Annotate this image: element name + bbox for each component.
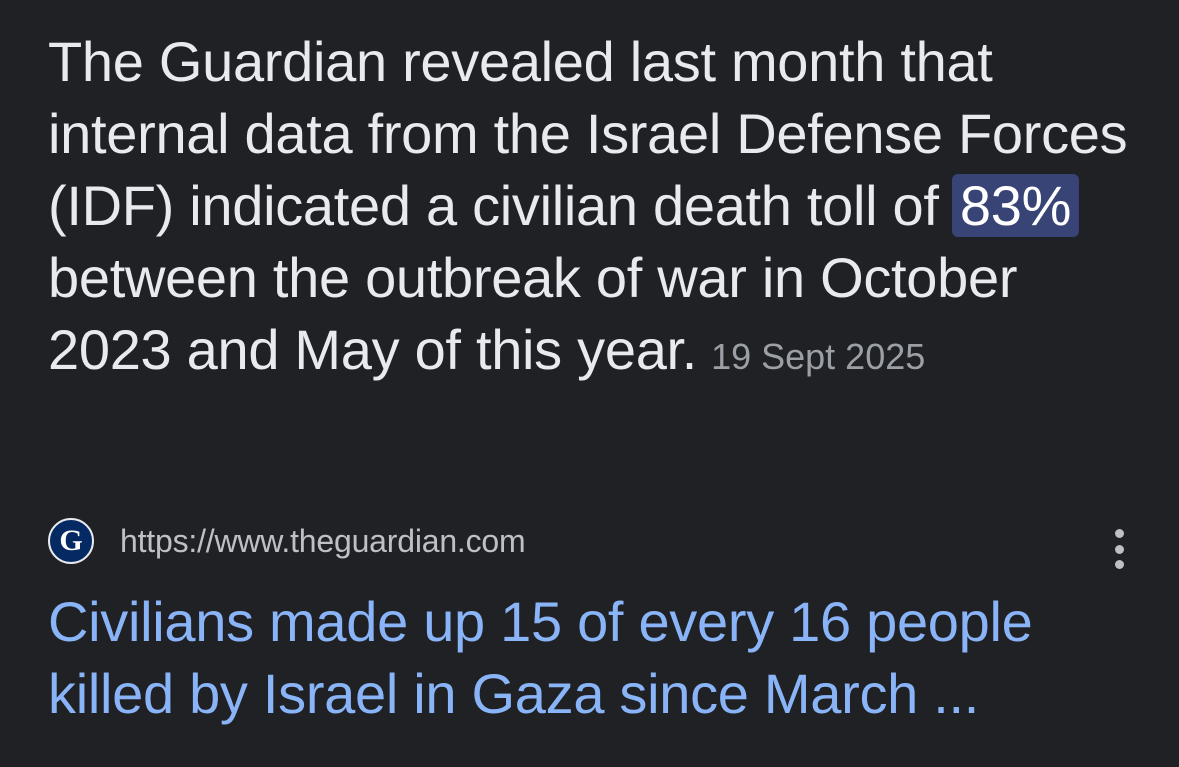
featured-snippet: The Guardian revealed last month that in… [48,26,1138,393]
snippet-date: 19 Sept 2025 [711,336,926,377]
snippet-text-before: The Guardian revealed last month that in… [48,30,1128,237]
snippet-highlight: 83% [951,174,1080,237]
menu-dot [1114,560,1124,569]
menu-dot [1114,529,1124,538]
menu-dot [1114,544,1124,554]
guardian-logo-icon: G [48,518,94,564]
result-url[interactable]: https://www.theguardian.com [120,522,526,559]
result-title-link[interactable]: Civilians made up 15 of every 16 people … [48,590,1033,725]
result-source[interactable]: G https://www.theguardian.com [48,517,1138,565]
snippet-text-after: between the outbreak of war in October 2… [48,246,1018,381]
more-vert-icon[interactable] [1113,529,1125,569]
